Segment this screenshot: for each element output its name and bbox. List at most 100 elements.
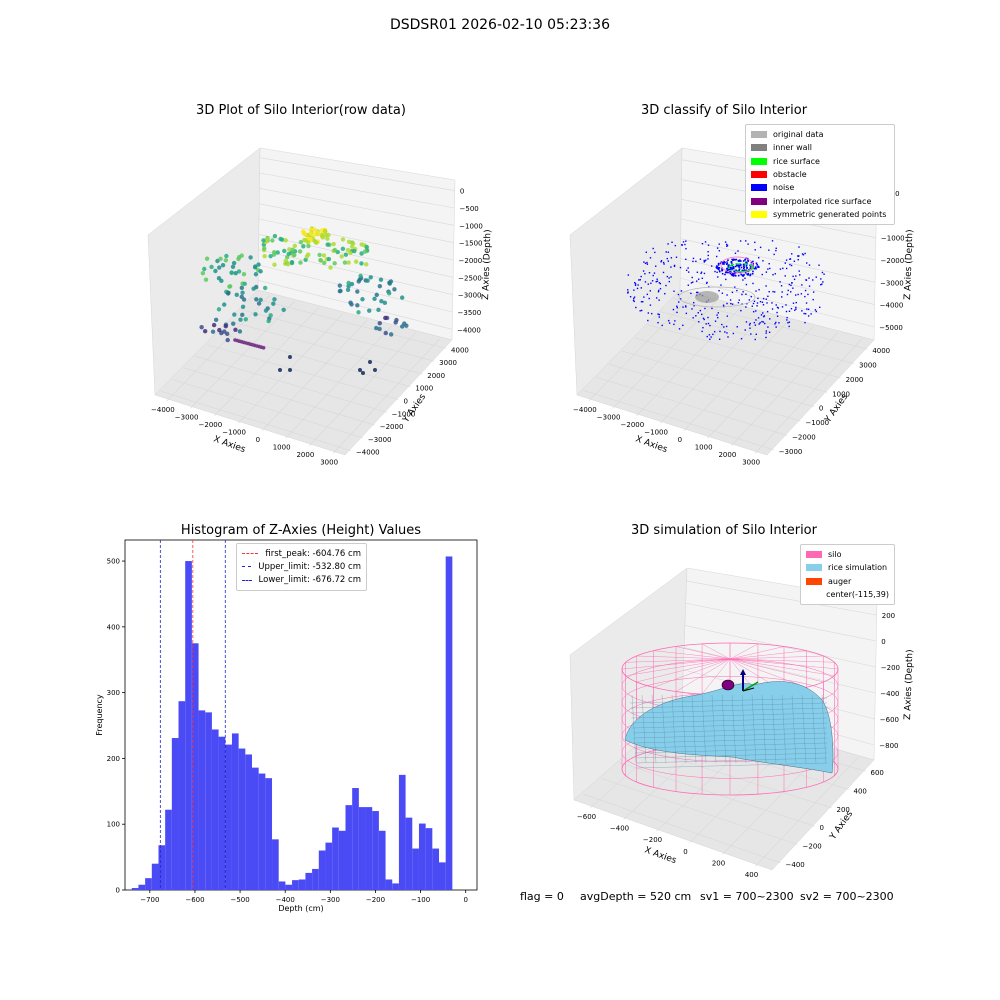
- scatter-point: [340, 237, 346, 242]
- rice-surface-point: [742, 270, 745, 273]
- noise-point: [764, 322, 766, 325]
- noise-point: [800, 293, 803, 295]
- z-tick-label: −200: [881, 664, 900, 672]
- grid-line: [609, 363, 801, 422]
- grid-line: [636, 307, 741, 416]
- x-tick-label: 1000: [695, 443, 713, 451]
- grid-line: [217, 332, 411, 388]
- noise-point: [717, 312, 720, 314]
- noise-point: [755, 319, 757, 321]
- rice-surface-point: [735, 270, 738, 272]
- noise-point: [633, 296, 636, 298]
- noise-point: [771, 308, 774, 310]
- histogram-bar: [372, 811, 379, 890]
- scatter-point: [272, 249, 277, 255]
- noise-point: [707, 244, 710, 246]
- panel2-y-ticks: −3000 −2000 −1000 0 1000 2000 3000 4000: [779, 347, 890, 456]
- noise-point: [786, 316, 788, 319]
- histogram-bar: [171, 738, 179, 890]
- histogram-bar: [178, 701, 186, 890]
- scatter-point: [216, 307, 222, 312]
- noise-point: [762, 297, 765, 300]
- noise-point: [795, 308, 797, 310]
- noise-point: [650, 282, 652, 284]
- scatter-point: [377, 283, 383, 289]
- silo-roof-line: [701, 643, 731, 660]
- scatter-point: [362, 249, 368, 254]
- noise-point: [740, 337, 743, 340]
- noise-point: [738, 268, 741, 270]
- noise-point: [730, 267, 733, 269]
- noise-point: [728, 264, 730, 266]
- scatter-point: [202, 266, 207, 272]
- footer-sv1: sv1 = 700~2300: [700, 890, 794, 903]
- noise-point: [744, 259, 747, 261]
- noise-point: [718, 338, 721, 340]
- noise-point: [691, 308, 693, 310]
- noise-point: [710, 265, 713, 267]
- noise-point: [732, 267, 734, 269]
- rice-mesh-line: [651, 694, 657, 764]
- noise-point: [722, 304, 725, 306]
- noise-point: [804, 321, 806, 324]
- noise-point: [734, 265, 737, 268]
- grid-line: [160, 390, 352, 451]
- noise-point: [759, 300, 762, 303]
- noise-point: [767, 268, 769, 270]
- noise-point: [740, 309, 742, 312]
- grid-line: [621, 350, 814, 407]
- noise-point: [687, 284, 689, 286]
- rice-mesh-line: [632, 722, 828, 729]
- noise-point: [753, 300, 756, 303]
- noise-point: [741, 274, 744, 277]
- scatter-point: [220, 262, 226, 268]
- z-tick-label: 0: [881, 638, 885, 646]
- silo-roof-line: [625, 658, 731, 663]
- noise-point: [759, 322, 761, 324]
- histogram-bar: [392, 883, 399, 890]
- noise-point: [685, 306, 687, 308]
- noise-point: [676, 305, 678, 307]
- histogram-bar: [278, 881, 286, 890]
- scatter-point: [364, 262, 369, 267]
- noise-point: [646, 263, 649, 265]
- histogram-bar: [198, 710, 206, 890]
- y-tick-label: −1000: [805, 419, 829, 427]
- noise-point: [655, 280, 657, 283]
- silo-roof-line: [625, 658, 731, 676]
- panel1-points: [199, 226, 409, 375]
- noise-point: [747, 243, 749, 245]
- scatter-point: [323, 228, 328, 234]
- noise-point: [775, 249, 777, 252]
- noise-point: [647, 319, 649, 322]
- rice-mesh-line: [671, 694, 677, 764]
- noise-point: [821, 283, 823, 285]
- grid-line: [258, 264, 453, 313]
- noise-point: [766, 302, 768, 304]
- histogram-legend: first_peak: -604.76 cm Upper_limit: -532…: [236, 543, 367, 591]
- noise-point: [647, 312, 650, 314]
- x-tick-label: 3000: [320, 458, 338, 466]
- scatter-point: [304, 254, 310, 259]
- y-tick-label: 3000: [859, 362, 877, 370]
- histogram-bar: [158, 845, 166, 890]
- noise-point: [666, 257, 668, 260]
- noise-point: [679, 266, 682, 269]
- scatter-point: [374, 292, 379, 298]
- scatter-point: [225, 337, 230, 343]
- noise-point: [721, 269, 723, 272]
- noise-point: [718, 243, 720, 245]
- noise-point: [745, 306, 747, 308]
- scatter-point: [262, 246, 267, 251]
- noise-point: [790, 284, 792, 287]
- noise-point: [753, 321, 756, 324]
- histogram-ylabel: Frequency: [95, 694, 104, 736]
- noise-point: [695, 260, 697, 263]
- noise-point: [755, 262, 758, 265]
- noise-point: [651, 312, 653, 315]
- silo-roof-line: [729, 658, 835, 663]
- x-tick-label: −2000: [199, 421, 223, 429]
- rice-mesh-line: [633, 737, 828, 744]
- noise-point: [704, 241, 707, 243]
- rice-mesh-line: [641, 694, 647, 764]
